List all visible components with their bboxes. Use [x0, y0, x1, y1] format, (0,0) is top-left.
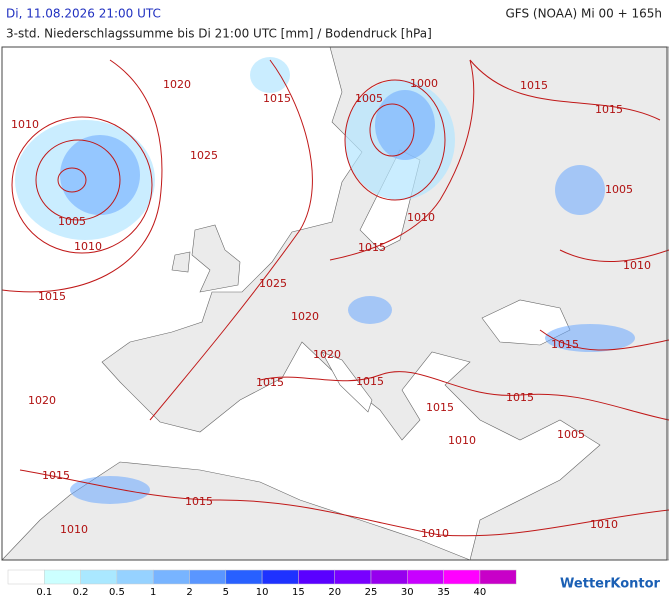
legend-swatch	[298, 569, 335, 585]
legend-swatch	[152, 569, 190, 585]
isobar-label: 1015	[185, 495, 213, 508]
isobar-label: 1005	[58, 215, 86, 228]
legend: 0.1 0.2 0.5 1 2 5 10 15 20 25 30 35 40	[7, 569, 517, 598]
isobar-label: 1025	[190, 149, 218, 162]
legend-label: 20	[328, 587, 341, 598]
legend-swatch	[80, 569, 118, 585]
legend-swatch	[116, 569, 154, 585]
map: 1020 1015 1010 1025 1005 1010 1015 1005 1000 1015…	[1, 46, 669, 561]
isobar-label: 1015	[256, 376, 284, 389]
isobar-label: 1005	[605, 183, 633, 196]
isobars	[1, 59, 669, 537]
isobar-label: 1015	[520, 79, 548, 92]
header-subtitle: 3-std. Niederschlagssumme bis Di 21:00 U…	[6, 27, 432, 41]
isobar-label: 1015	[42, 469, 70, 482]
legend-swatch	[44, 569, 81, 585]
isobar-label: 1015	[356, 375, 384, 388]
isobar-label: 1010	[11, 118, 39, 131]
legend-label: 15	[292, 587, 305, 598]
header-model: GFS (NOAA) Mi 00 + 165h	[505, 7, 662, 21]
isobar-label: 1010	[421, 527, 449, 540]
isobar-label: 1015	[263, 92, 291, 105]
isobar-label: 1005	[355, 92, 383, 105]
legend-swatch	[370, 569, 408, 585]
isobar-label: 1005	[557, 428, 585, 441]
isobar-label: 1020	[291, 310, 319, 323]
isobar-label: 1010	[407, 211, 435, 224]
legend-label: 10	[256, 587, 269, 598]
isobar-label: 1015	[506, 391, 534, 404]
legend-swatch	[261, 569, 299, 585]
brand-logo: WetterKontor	[560, 577, 661, 592]
isobar-label: 1025	[259, 277, 287, 290]
isobar-labels: 1020 1015 1010 1025 1005 1010 1015 1005 1000 1015…	[11, 77, 651, 540]
legend-swatch	[407, 569, 444, 585]
legend-label: 35	[437, 587, 450, 598]
legend-label: 2	[186, 587, 192, 598]
legend-swatch	[443, 569, 481, 585]
legend-label: 0.5	[109, 587, 125, 598]
isobar-label: 1000	[410, 77, 438, 90]
header-date: Di, 11.08.2026 21:00 UTC	[6, 7, 161, 21]
isobar-label: 1015	[38, 290, 66, 303]
legend-label: 30	[401, 587, 414, 598]
isobar-label: 1010	[74, 240, 102, 253]
legend-swatch	[479, 569, 517, 585]
legend-label: 40	[474, 587, 487, 598]
isobar-label: 1010	[590, 518, 618, 531]
legend-swatch	[189, 569, 227, 585]
land-uk	[171, 224, 241, 293]
precipitation	[15, 57, 635, 504]
isobar-label: 1020	[28, 394, 56, 407]
legend-swatch	[334, 569, 372, 585]
isobar-label: 1020	[313, 348, 341, 361]
isobar-label: 1015	[551, 338, 579, 351]
isobar-label: 1020	[163, 78, 191, 91]
adriatic-sea	[321, 351, 373, 413]
legend-swatch	[225, 569, 263, 585]
map-frame	[1, 46, 668, 561]
isobar-label: 1015	[595, 103, 623, 116]
legend-label: 25	[365, 587, 378, 598]
isobar-label: 1015	[358, 241, 386, 254]
legend-label: 0.2	[73, 587, 89, 598]
isobar-label: 1010	[60, 523, 88, 536]
legend-swatch	[7, 569, 45, 585]
isobar-label: 1010	[623, 259, 651, 272]
legend-label: 1	[150, 587, 156, 598]
isobar-label: 1015	[426, 401, 454, 414]
legend-label: 5	[223, 587, 229, 598]
legend-label: 0.1	[36, 587, 52, 598]
isobar-label: 1010	[448, 434, 476, 447]
